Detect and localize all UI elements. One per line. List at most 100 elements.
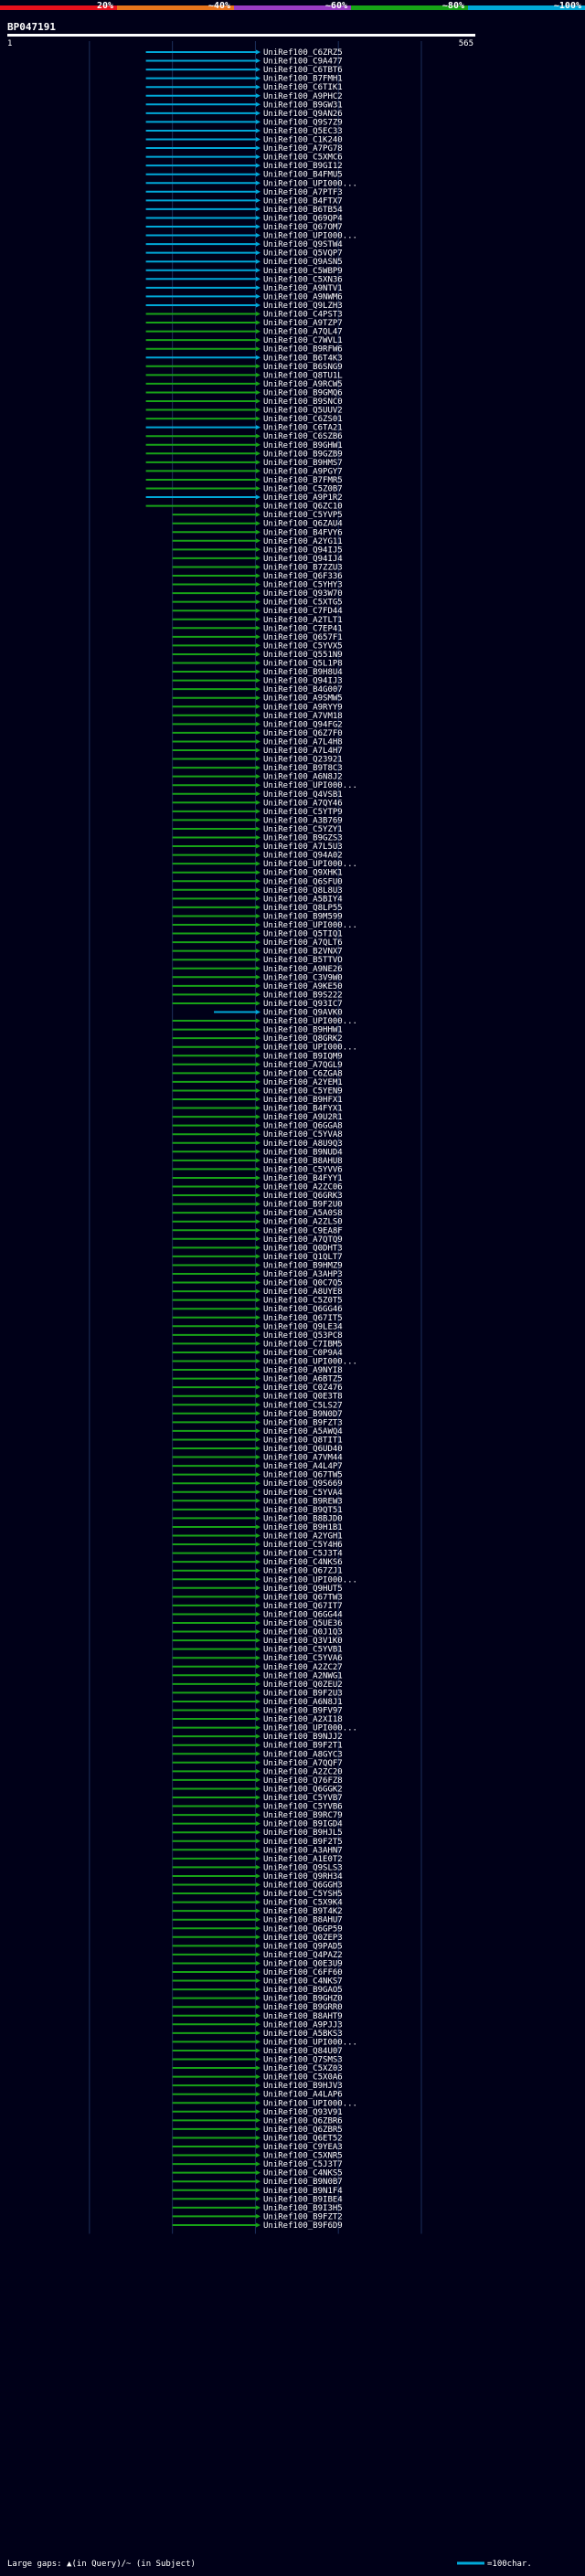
- hit-label[interactable]: UniRef100_Q5EC33: [263, 127, 343, 136]
- hit-row[interactable]: UniRef100_C9A477: [145, 58, 343, 67]
- hit-label[interactable]: UniRef100_A9PHC2: [263, 92, 343, 101]
- hit-row[interactable]: UniRef100_Q0C7Q5: [172, 1279, 343, 1288]
- hit-label[interactable]: UniRef100_A3AHP3: [263, 1270, 343, 1279]
- hit-row[interactable]: UniRef100_Q6ET52: [172, 2134, 343, 2143]
- hit-label[interactable]: UniRef100_A3B769: [263, 816, 343, 825]
- hit-label[interactable]: UniRef100_B9FZT3: [263, 1418, 343, 1427]
- hit-row[interactable]: UniRef100_B5TTVO: [172, 956, 343, 965]
- hit-label[interactable]: UniRef100_A7L5U3: [263, 843, 343, 852]
- hit-label[interactable]: UniRef100_A9KE50: [263, 982, 343, 991]
- hit-label[interactable]: UniRef100_Q67IT7: [263, 1602, 343, 1611]
- hit-row[interactable]: UniRef100_Q9LE34: [172, 1322, 343, 1331]
- hit-label[interactable]: UniRef100_Q5TIQ1: [263, 930, 343, 939]
- hit-label[interactable]: UniRef100_UPI000...: [263, 1044, 357, 1053]
- hit-row[interactable]: UniRef100_C5YZY1: [172, 825, 343, 834]
- hit-label[interactable]: UniRef100_A7QLT6: [263, 938, 343, 948]
- hit-label[interactable]: UniRef100_B9GZB9: [263, 450, 343, 459]
- hit-label[interactable]: UniRef100_C9YEA3: [263, 2143, 343, 2152]
- hit-row[interactable]: UniRef100_Q94IJ3: [172, 677, 343, 686]
- hit-label[interactable]: UniRef100_Q1QLT7: [263, 1253, 343, 1262]
- hit-row[interactable]: UniRef100_Q67IT7: [172, 1602, 343, 1611]
- hit-row[interactable]: UniRef100_A7VM44: [172, 1454, 343, 1463]
- hit-label[interactable]: UniRef100_C5YVB6: [263, 1803, 343, 1812]
- hit-row[interactable]: UniRef100_UPI000...: [172, 2099, 357, 2108]
- hit-label[interactable]: UniRef100_C6TIK1: [263, 83, 343, 92]
- hit-label[interactable]: UniRef100_UPI000...: [263, 232, 357, 241]
- hit-label[interactable]: UniRef100_C5LS27: [263, 1401, 343, 1410]
- hit-row[interactable]: UniRef100_B9GMQ6: [145, 388, 343, 398]
- hit-row[interactable]: UniRef100_Q3V1K0: [172, 1637, 343, 1646]
- hit-row[interactable]: UniRef100_Q93W70: [172, 589, 343, 599]
- hit-row[interactable]: UniRef100_Q5L1P8: [172, 660, 343, 669]
- hit-label[interactable]: UniRef100_B9H8U4: [263, 668, 343, 677]
- hit-row[interactable]: UniRef100_Q9AVK0: [214, 1009, 343, 1018]
- hit-row[interactable]: UniRef100_C5YSH5: [172, 1890, 343, 1899]
- hit-label[interactable]: UniRef100_B9NUD4: [263, 1148, 343, 1157]
- hit-label[interactable]: UniRef100_B4FMU5: [263, 171, 343, 180]
- hit-row[interactable]: UniRef100_A2TLT1: [172, 616, 343, 625]
- hit-label[interactable]: UniRef100_Q9AN26: [263, 110, 343, 119]
- hit-row[interactable]: UniRef100_A7QL47: [145, 328, 343, 337]
- hit-row[interactable]: UniRef100_C5Z0B7: [145, 485, 343, 494]
- hit-row[interactable]: UniRef100_Q6F336: [172, 572, 343, 581]
- hit-label[interactable]: UniRef100_Q3V1K0: [263, 1637, 343, 1646]
- hit-label[interactable]: UniRef100_Q0DHT3: [263, 1244, 343, 1253]
- hit-row[interactable]: UniRef100_B8AHU7: [172, 1916, 343, 1925]
- hit-row[interactable]: UniRef100_A6BTZ5: [172, 1375, 343, 1384]
- hit-row[interactable]: UniRef100_A9P1R2: [145, 493, 343, 503]
- hit-label[interactable]: UniRef100_Q9LE34: [263, 1322, 343, 1331]
- hit-row[interactable]: UniRef100_A5AWQ4: [172, 1427, 343, 1436]
- hit-label[interactable]: UniRef100_Q0C7Q5: [263, 1279, 343, 1288]
- hit-label[interactable]: UniRef100_Q9STW4: [263, 240, 343, 249]
- hit-label[interactable]: UniRef100_A6BTZ5: [263, 1375, 343, 1384]
- hit-row[interactable]: UniRef100_A5A0S8: [172, 1209, 343, 1218]
- hit-label[interactable]: UniRef100_A9RYY9: [263, 703, 343, 712]
- hit-row[interactable]: UniRef100_Q94FG2: [172, 720, 343, 729]
- hit-label[interactable]: UniRef100_A9PJJ3: [263, 2020, 343, 2030]
- hit-row[interactable]: UniRef100_C7FD44: [172, 607, 343, 616]
- hit-row[interactable]: UniRef100_Q6ZBR6: [172, 2116, 343, 2125]
- hit-label[interactable]: UniRef100_C5Z0T5: [263, 1297, 343, 1306]
- hit-row[interactable]: UniRef100_UPI000...: [172, 1575, 357, 1585]
- hit-row[interactable]: UniRef100_C5YVA6: [172, 1654, 343, 1663]
- hit-row[interactable]: UniRef100_Q9PAD5: [172, 1942, 343, 1951]
- hit-row[interactable]: UniRef100_A6N8J1: [172, 1698, 343, 1707]
- hit-label[interactable]: UniRef100_C5YZY1: [263, 825, 343, 834]
- hit-row[interactable]: UniRef100_A3B769: [172, 816, 343, 825]
- hit-label[interactable]: UniRef100_C5YVV6: [263, 1165, 343, 1174]
- hit-label[interactable]: UniRef100_A9PGY7: [263, 467, 343, 476]
- hit-row[interactable]: UniRef100_Q9RH34: [172, 1872, 343, 1882]
- hit-row[interactable]: UniRef100_B9F6D9: [172, 2221, 343, 2231]
- hit-row[interactable]: UniRef100_B7ZZU3: [172, 563, 343, 572]
- hit-label[interactable]: UniRef100_C5YVX5: [263, 641, 343, 651]
- hit-row[interactable]: UniRef100_A9PGY7: [145, 467, 343, 476]
- hit-label[interactable]: UniRef100_A2YGH1: [263, 1532, 343, 1542]
- hit-row[interactable]: UniRef100_Q6GP59: [172, 1924, 343, 1934]
- hit-row[interactable]: UniRef100_B9HMZ9: [172, 1261, 343, 1270]
- hit-row[interactable]: UniRef100_Q5TIQ1: [172, 930, 343, 939]
- hit-label[interactable]: UniRef100_C7EP41: [263, 624, 343, 633]
- hit-label[interactable]: UniRef100_B9RFW6: [263, 345, 343, 355]
- hit-label[interactable]: UniRef100_B9F2T1: [263, 1742, 343, 1751]
- hit-row[interactable]: UniRef100_Q8L8U3: [172, 886, 343, 896]
- hit-row[interactable]: UniRef100_A8U9Q3: [172, 1140, 343, 1149]
- hit-label[interactable]: UniRef100_A9U2R1: [263, 1113, 343, 1122]
- hit-row[interactable]: UniRef100_Q6ZAU4: [172, 520, 343, 529]
- hit-label[interactable]: UniRef100_C5YVP5: [263, 511, 343, 520]
- hit-row[interactable]: UniRef100_A3AHP3: [172, 1270, 343, 1279]
- hit-row[interactable]: UniRef100_A4L4P7: [172, 1462, 343, 1471]
- hit-label[interactable]: UniRef100_B6T4K3: [263, 354, 343, 363]
- hit-row[interactable]: UniRef100_B4FYX1: [172, 1105, 343, 1114]
- hit-label[interactable]: UniRef100_C0Z476: [263, 1383, 343, 1393]
- hit-row[interactable]: UniRef100_C9EA8F: [172, 1226, 343, 1235]
- hit-row[interactable]: UniRef100_C6ZGA8: [172, 1069, 343, 1078]
- hit-row[interactable]: UniRef100_Q53PC8: [172, 1331, 343, 1341]
- hit-row[interactable]: UniRef100_A7QY46: [172, 799, 343, 808]
- hit-row[interactable]: UniRef100_B6T4K3: [145, 354, 343, 363]
- hit-label[interactable]: UniRef100_C5XNR5: [263, 2152, 343, 2161]
- hit-row[interactable]: UniRef100_Q94IJ5: [172, 546, 343, 555]
- hit-label[interactable]: UniRef100_A7QTQ9: [263, 1235, 343, 1245]
- hit-row[interactable]: UniRef100_C5X9K4: [172, 1899, 343, 1908]
- hit-row[interactable]: UniRef100_C5YVA8: [172, 1130, 343, 1140]
- hit-row[interactable]: UniRef100_B9NJJ2: [172, 1733, 343, 1742]
